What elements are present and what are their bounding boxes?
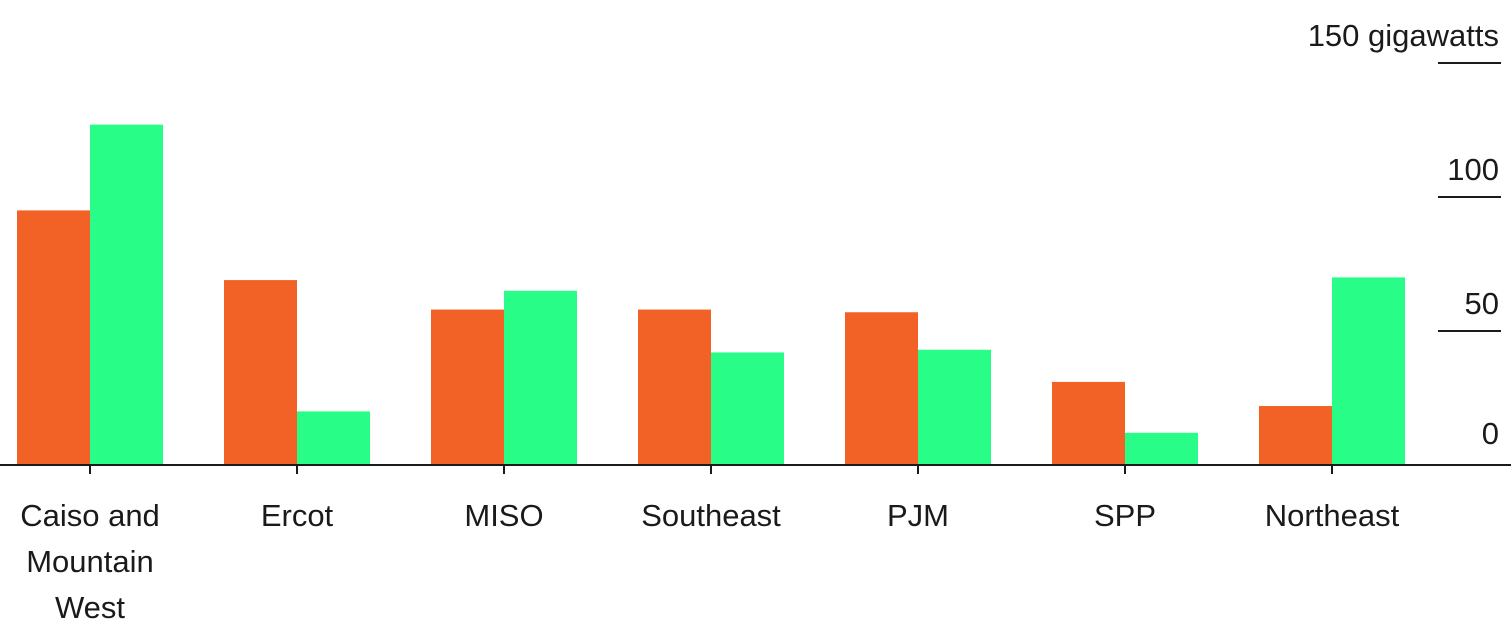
bar bbox=[845, 312, 918, 465]
bar bbox=[638, 309, 711, 465]
y-tick-label: 100 bbox=[1447, 152, 1499, 187]
category-label: SPP bbox=[1094, 498, 1156, 533]
bar bbox=[17, 210, 90, 465]
bar bbox=[1332, 277, 1405, 465]
bar bbox=[90, 124, 163, 465]
bar bbox=[1259, 406, 1332, 465]
y-tick-label: 50 bbox=[1465, 286, 1499, 321]
bar bbox=[918, 349, 991, 465]
category-label: Northeast bbox=[1265, 498, 1400, 533]
bar bbox=[1052, 381, 1125, 465]
category-label: MISO bbox=[464, 498, 543, 533]
bar bbox=[431, 309, 504, 465]
category-label: Caiso and bbox=[20, 498, 160, 533]
bar bbox=[224, 280, 297, 465]
category-label: PJM bbox=[887, 498, 949, 533]
bar bbox=[1125, 432, 1198, 465]
category-label: Mountain bbox=[26, 544, 154, 579]
bar bbox=[504, 290, 577, 465]
category-label: Southeast bbox=[641, 498, 781, 533]
category-label: West bbox=[55, 590, 125, 623]
y-tick-label: 150 gigawatts bbox=[1308, 18, 1499, 53]
category-label: Ercot bbox=[261, 498, 334, 533]
bar bbox=[711, 352, 784, 465]
y-tick-label: 0 bbox=[1482, 416, 1499, 451]
bar bbox=[297, 411, 370, 465]
